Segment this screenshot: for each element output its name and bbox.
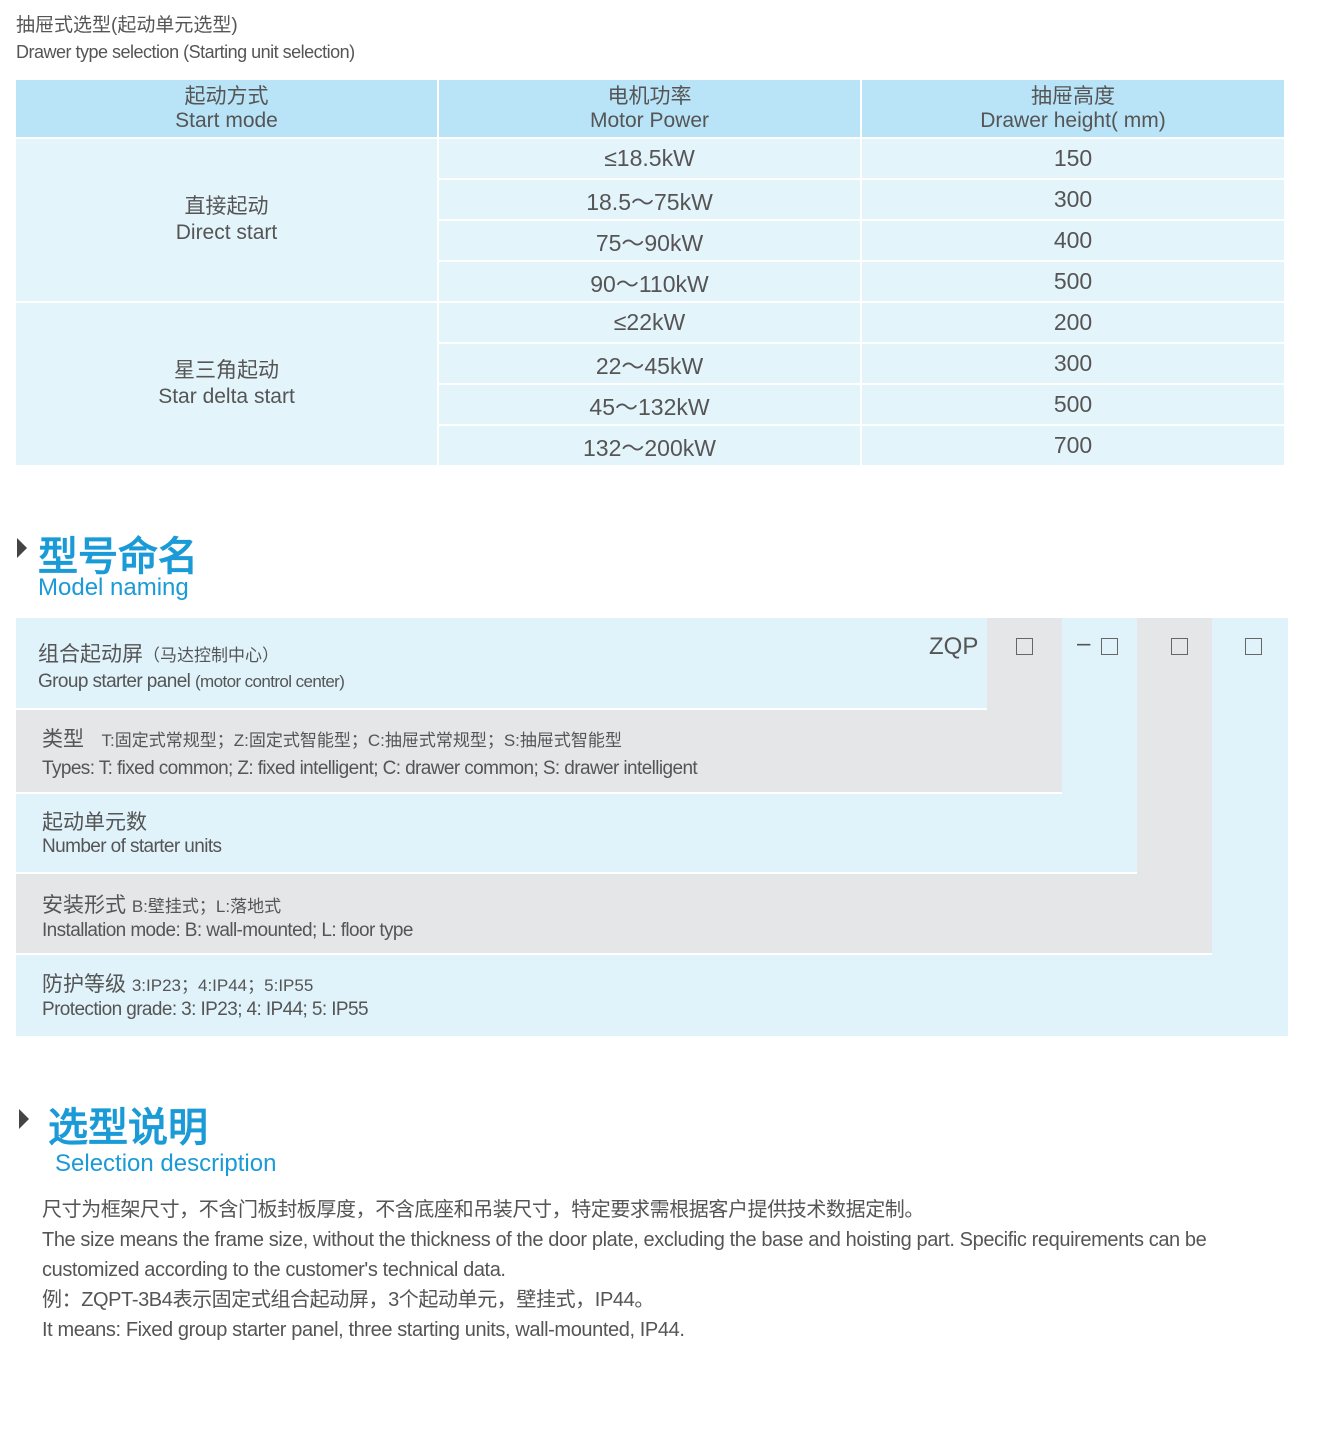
row-units-cn: 起动单元数 [42, 811, 147, 834]
label-en: Group starter panel [38, 671, 191, 692]
start-mode-cell: 直接起动 Direct start [16, 137, 438, 302]
units-placeholder-box [1101, 638, 1118, 655]
mode-cn: 直接起动 [184, 195, 269, 218]
table-row: 75～90kW 400 [16, 219, 1284, 261]
mode-cn: 星三角起动 [174, 359, 279, 382]
row-units [16, 794, 1137, 872]
col-motor-power: 电机功率 Motor Power [437, 80, 861, 138]
note-cn: B:壁挂式；L:落地式 [131, 897, 282, 916]
label-cn: 组合起动屏 [38, 643, 143, 666]
table-row: 90～110kW 500 [16, 260, 1284, 302]
height-cell: 500 [860, 383, 1284, 425]
desc-line-cn: 尺寸为框架尺寸，不含门板封板厚度，不含底座和吊装尺寸，特定要求需根据客户提供技术… [42, 1199, 924, 1221]
row-install-en: Installation mode: B: wall-mounted; L: f… [42, 920, 413, 941]
table-row: 45～132kW 500 [16, 383, 1284, 425]
row-install-cn: 安装形式 B:壁挂式；L:落地式 [42, 889, 281, 919]
height-cell: 300 [860, 178, 1284, 220]
header-cn: 起动方式 [184, 84, 269, 108]
power-cell: ≤18.5kW [437, 137, 861, 179]
model-code-prefix: ZQP [929, 633, 979, 660]
protection-placeholder-box [1245, 638, 1262, 655]
model-naming-subtitle: Model naming [38, 574, 189, 601]
height-cell: 500 [860, 260, 1284, 302]
header-cn: 电机功率 [607, 84, 692, 108]
height-cell: 700 [860, 424, 1284, 465]
table-row: 星三角起动 Star delta start ≤22kW 200 [16, 301, 1284, 465]
table-row: 18.5～75kW 300 [16, 178, 1284, 220]
power-cell: 132～200kW [437, 424, 861, 465]
row-install [16, 874, 1212, 953]
row-panel [16, 618, 987, 708]
note-en: (motor control center) [195, 672, 345, 691]
header-cn: 抽屉高度 [1031, 84, 1115, 108]
table-header: 起动方式 Start mode 电机功率 Motor Power 抽屉高度 Drawe… [16, 80, 1284, 138]
selection-subtitle: Selection description [55, 1150, 277, 1177]
install-placeholder-box [1171, 638, 1188, 655]
header-en: Motor Power [589, 108, 710, 132]
row-panel-en: Group starter panel (motor control cente… [38, 671, 345, 693]
label-cn: 防护等级 [42, 973, 126, 996]
power-cell: 90～110kW [437, 260, 861, 302]
row-protection-en: Protection grade: 3: IP23; 4: IP44; 5: I… [42, 999, 369, 1020]
col-drawer-height: 抽屉高度 Drawer height( mm) [860, 80, 1284, 138]
selection-description: 尺寸为框架尺寸，不含门板封板厚度，不含底座和吊装尺寸，特定要求需根据客户提供技术… [42, 1195, 1292, 1345]
table-row: 22～45kW 300 [16, 342, 1284, 384]
mode-en: Direct start [175, 221, 278, 244]
desc-line-en: The size means the frame size, without t… [42, 1229, 1207, 1281]
label-cn: 类型 [42, 728, 84, 751]
row-protection [16, 955, 1288, 1036]
row-type-en: Types: T: fixed common; Z: fixed intelli… [42, 758, 698, 779]
row-panel-cn: 组合起动屏（马达控制中心） [38, 638, 279, 668]
selection-title: 选型说明 [48, 1106, 208, 1150]
note-cn: T:固定式常规型；Z:固定式智能型；C:抽屉式常规型；S:抽屉式智能型 [101, 731, 622, 750]
row-units-en: Number of starter units [42, 836, 222, 857]
example-line-en: It means: Fixed group starter panel, thr… [42, 1319, 685, 1341]
row-protection-cn: 防护等级 3:IP23；4:IP44；5:IP55 [42, 968, 313, 998]
note-cn: 3:IP23；4:IP44；5:IP55 [131, 976, 314, 995]
label-cn: 安装形式 [42, 894, 126, 917]
example-line-cn: 例：ZQPT-3B4表示固定式组合起动屏，3个起动单元，壁挂式，IP44。 [42, 1289, 654, 1311]
table-row: 直接起动 Direct start ≤18.5kW 150 [16, 137, 1284, 302]
power-cell: 18.5～75kW [437, 178, 861, 220]
section-arrow-icon [17, 538, 27, 558]
row-type-cn: 类型 T:固定式常规型；Z:固定式智能型；C:抽屉式常规型；S:抽屉式智能型 [42, 723, 622, 753]
note-cn: （马达控制中心） [143, 646, 279, 665]
power-cell: 45～132kW [437, 383, 861, 425]
col-start-mode: 起动方式 Start mode [16, 80, 438, 138]
table-row: 132～200kW 700 [16, 424, 1284, 465]
height-cell: 300 [860, 342, 1284, 384]
power-cell: 75～90kW [437, 219, 861, 261]
model-naming-title: 型号命名 [38, 535, 198, 579]
header-en: Start mode [175, 108, 278, 132]
power-cell: ≤22kW [437, 301, 861, 343]
start-mode-cell: 星三角起动 Star delta start [16, 301, 438, 465]
height-cell: 200 [860, 301, 1284, 343]
section-title-en: Drawer type selection (Starting unit sel… [16, 42, 355, 62]
type-placeholder-box [1016, 638, 1033, 655]
height-cell: 150 [860, 137, 1284, 179]
power-cell: 22～45kW [437, 342, 861, 384]
mode-en: Star delta start [158, 385, 295, 408]
drawer-selection-table: 起动方式 Start mode 电机功率 Motor Power 抽屉高度 Drawe… [16, 80, 1284, 465]
row-type [16, 710, 1062, 792]
section-title-cn: 抽屉式选型(起动单元选型) [16, 15, 238, 36]
header-en: Drawer height( mm) [980, 108, 1166, 132]
section-arrow-icon [19, 1109, 29, 1129]
model-dash: – [1077, 630, 1091, 657]
height-cell: 400 [860, 219, 1284, 261]
